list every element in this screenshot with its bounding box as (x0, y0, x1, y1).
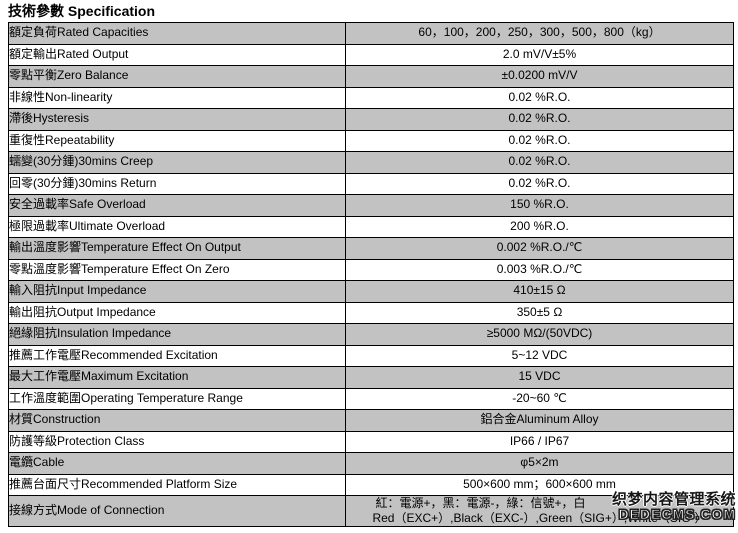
spec-row: 極限過載率Ultimate Overload 200 %R.O. (8, 215, 734, 238)
spec-parameter-value: 0.02 %R.O. (345, 151, 734, 174)
spec-parameter-value: 200 %R.O. (345, 215, 734, 238)
spec-parameter-label: 極限過載率Ultimate Overload (8, 215, 346, 238)
spec-row: 非線性Non-linearity 0.02 %R.O. (8, 86, 734, 109)
spec-parameter-value: 60，100，200，250，300，500，800（kg） (345, 22, 734, 45)
spec-parameter-label: 非線性Non-linearity (8, 86, 346, 109)
spec-row: 安全過載率Safe Overload 150 %R.O. (8, 194, 734, 217)
spec-parameter-value: φ5×2m (345, 452, 734, 475)
spec-row: 零點平衡Zero Balance ±0.0200 mV/V (8, 65, 734, 88)
spec-parameter-label: 接線方式Mode of Connection (8, 495, 346, 527)
spec-parameter-label: 工作溫度範圍Operating Temperature Range (8, 387, 346, 410)
spec-parameter-value: 0.002 %R.O./℃ (345, 237, 734, 260)
spec-parameter-value: 0.02 %R.O. (345, 129, 734, 152)
spec-parameter-label: 輸出阻抗Output Impedance (8, 301, 346, 324)
spec-parameter-label: 滯後Hysteresis (8, 108, 346, 131)
spec-row: 輸出阻抗Output Impedance 350±5 Ω (8, 301, 734, 324)
spec-row: 輸出溫度影響Temperature Effect On Output 0.002 … (8, 237, 734, 260)
spec-row: 額定負荷Rated Capacities 60，100，200，250，300，5… (8, 22, 734, 45)
spec-row: 防護等級Protection Class IP66 / IP67 (8, 430, 734, 453)
spec-parameter-value: 0.02 %R.O. (345, 172, 734, 195)
specification-page: 技術參數 Specification 額定負荷Rated Capacities 6… (0, 3, 738, 527)
spec-parameter-label: 安全過載率Safe Overload (8, 194, 346, 217)
spec-parameter-label: 最大工作電壓Maximum Excitation (8, 366, 346, 389)
spec-parameter-label: 推薦工作電壓Recommended Excitation (8, 344, 346, 367)
spec-parameter-value: IP66 / IP67 (345, 430, 734, 453)
spec-row: 滯後Hysteresis 0.02 %R.O. (8, 108, 734, 131)
spec-parameter-value: 500×600 mm；600×600 mm (345, 473, 734, 496)
spec-row: 推薦工作電壓Recommended Excitation 5~12 VDC (8, 344, 734, 367)
spec-parameter-label: 額定負荷Rated Capacities (8, 22, 346, 45)
spec-row: 電纜Cable φ5×2m (8, 452, 734, 475)
spec-parameter-label: 推薦台面尺寸Recommended Platform Size (8, 473, 346, 496)
spec-value-line: 紅：電源+，黑：電源-，綠：信號+，白 (375, 496, 586, 511)
spec-parameter-value: -20~60 ℃ (345, 387, 734, 410)
spec-parameter-label: 重復性Repeatability (8, 129, 346, 152)
spec-parameter-label: 輸入阻抗Input Impedance (8, 280, 346, 303)
spec-parameter-label: 回零(30分鍾)30mins Return (8, 172, 346, 195)
spec-parameter-label: 絕緣阻抗Insulation Impedance (8, 323, 346, 346)
spec-table-body: 額定負荷Rated Capacities 60，100，200，250，300，5… (8, 22, 734, 527)
spec-row: 工作溫度範圍Operating Temperature Range -20~60 … (8, 387, 734, 410)
spec-parameter-value: ≥5000 MΩ/(50VDC) (345, 323, 734, 346)
spec-parameter-label: 材質Construction (8, 409, 346, 432)
spec-row: 輸入阻抗Input Impedance 410±15 Ω (8, 280, 734, 303)
spec-parameter-value: 2.0 mV/V±5% (345, 43, 734, 66)
spec-row: 重復性Repeatability 0.02 %R.O. (8, 129, 734, 152)
spec-parameter-value: 0.02 %R.O. (345, 108, 734, 131)
spec-row: 蠕變(30分鍾)30mins Creep 0.02 %R.O. (8, 151, 734, 174)
spec-parameter-label: 零點溫度影響Temperature Effect On Zero (8, 258, 346, 281)
spec-parameter-value: 150 %R.O. (345, 194, 734, 217)
spec-parameter-value: 紅：電源+，黑：電源-，綠：信號+，白 Red（EXC+）,Black（EXC-）… (345, 495, 734, 527)
spec-parameter-label: 防護等級Protection Class (8, 430, 346, 453)
spec-parameter-value: 15 VDC (345, 366, 734, 389)
spec-parameter-label: 輸出溫度影響Temperature Effect On Output (8, 237, 346, 260)
spec-row: 材質Construction 鋁合金Aluminum Alloy (8, 409, 734, 432)
spec-parameter-label: 電纜Cable (8, 452, 346, 475)
spec-row: 絕緣阻抗Insulation Impedance ≥5000 MΩ/(50VDC) (8, 323, 734, 346)
spec-parameter-value: 5~12 VDC (345, 344, 734, 367)
spec-row: 回零(30分鍾)30mins Return 0.02 %R.O. (8, 172, 734, 195)
page-title: 技術參數 Specification (8, 3, 156, 19)
spec-parameter-value: 350±5 Ω (345, 301, 734, 324)
spec-row: 額定輸出Rated Output 2.0 mV/V±5% (8, 43, 734, 66)
spec-parameter-label: 額定輸出Rated Output (8, 43, 346, 66)
spec-row: 最大工作電壓Maximum Excitation 15 VDC (8, 366, 734, 389)
spec-row: 接線方式Mode of Connection 紅：電源+，黑：電源-，綠：信號+，… (8, 495, 734, 527)
spec-parameter-value: 410±15 Ω (345, 280, 734, 303)
spec-parameter-value: 鋁合金Aluminum Alloy (345, 409, 734, 432)
spec-parameter-value: 0.003 %R.O./℃ (345, 258, 734, 281)
spec-parameter-label: 零點平衡Zero Balance (8, 65, 346, 88)
spec-parameter-label: 蠕變(30分鍾)30mins Creep (8, 151, 346, 174)
spec-parameter-value: 0.02 %R.O. (345, 86, 734, 109)
spec-row: 推薦台面尺寸Recommended Platform Size 500×600 m… (8, 473, 734, 496)
spec-parameter-value: ±0.0200 mV/V (345, 65, 734, 88)
spec-value-line: Red（EXC+）,Black（EXC-）,Green（SIG+）,White（… (372, 511, 707, 525)
specification-table: 額定負荷Rated Capacities 60，100，200，250，300，5… (8, 22, 734, 527)
spec-row: 零點溫度影響Temperature Effect On Zero 0.003 %R… (8, 258, 734, 281)
